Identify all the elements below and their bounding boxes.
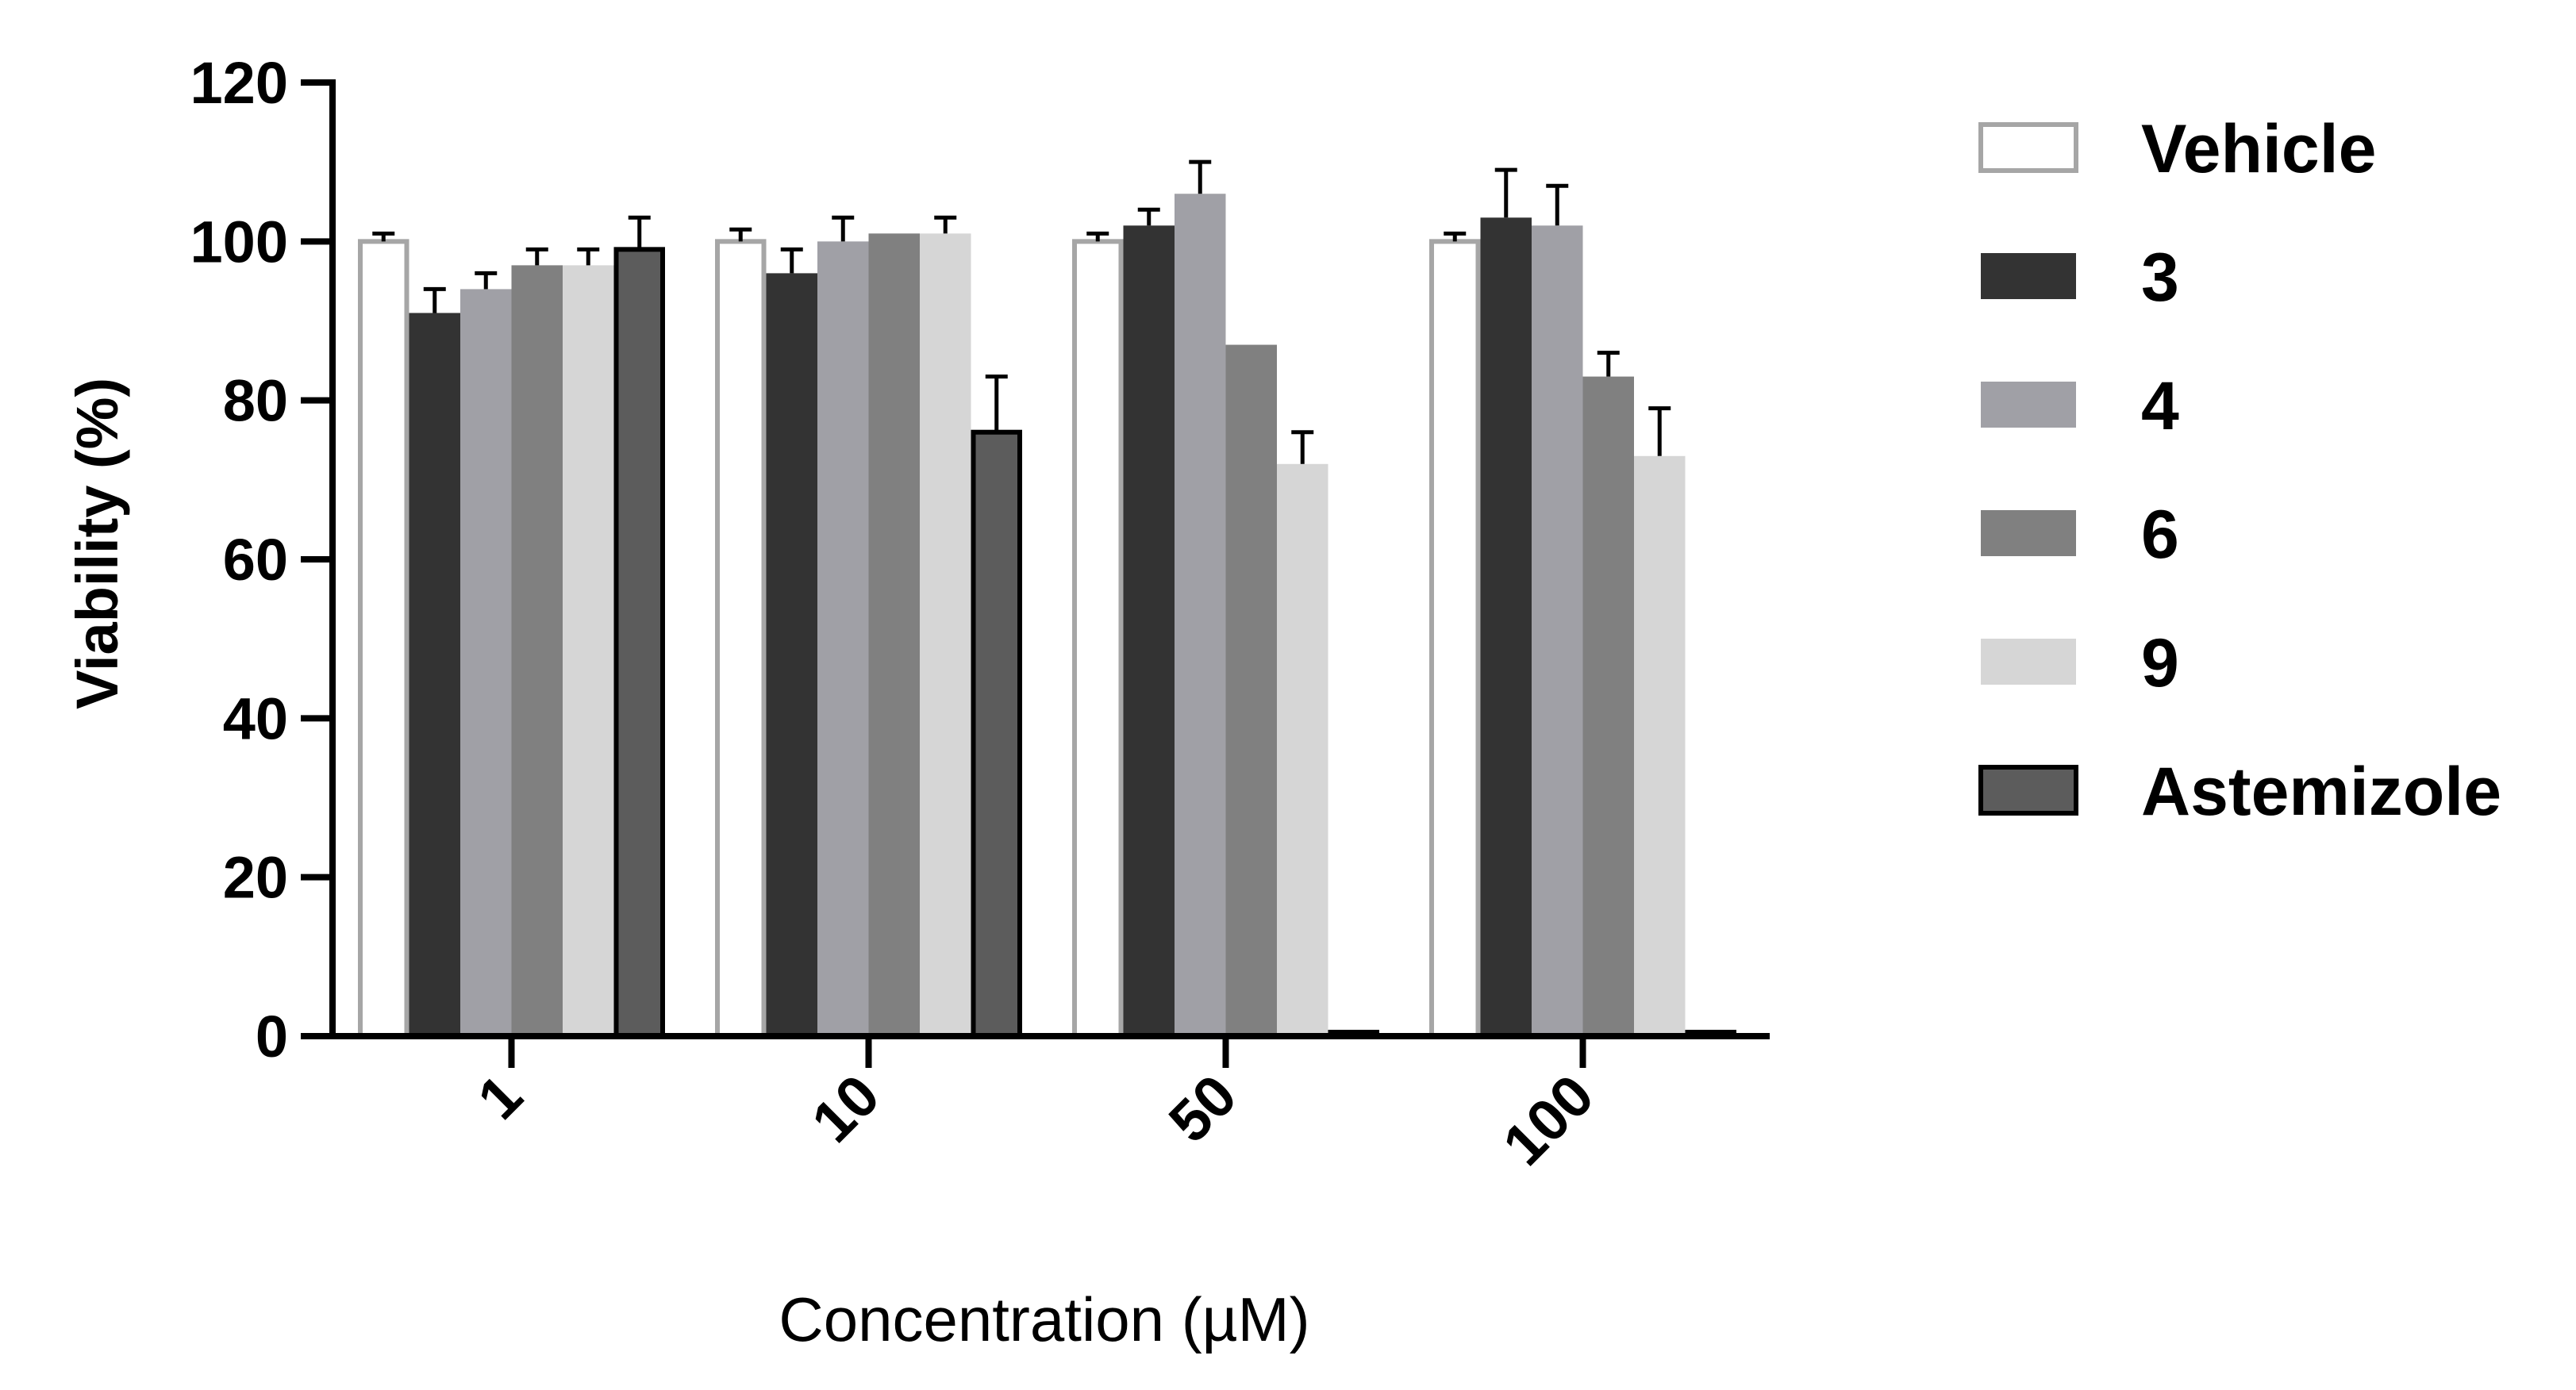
y-tick-label-20: 20 [223, 845, 288, 911]
bar-vehicle-1 [358, 239, 409, 1039]
bar-3-100 [1480, 217, 1532, 1036]
legend-swatch-6 [1981, 510, 2076, 556]
bar-6-10 [868, 233, 920, 1037]
error-bar-astemizole-10 [985, 374, 1008, 432]
error-bar-9-1 [577, 247, 600, 266]
x-tick-label-100: 100 [1490, 1062, 1606, 1178]
bar-3-50 [1123, 225, 1175, 1036]
bar-3-1 [409, 313, 460, 1036]
error-bar-vehicle-10 [729, 227, 752, 242]
bar-4-100 [1532, 225, 1583, 1036]
error-bar-3-50 [1137, 207, 1160, 226]
error-bar-4-100 [1546, 183, 1569, 226]
error-bar-9-50 [1291, 430, 1314, 464]
legend-item-3: 3 [1981, 240, 2179, 316]
y-tick-label-100: 100 [190, 209, 288, 275]
bar-9-1 [563, 265, 614, 1037]
error-bar-4-50 [1189, 159, 1212, 194]
error-bar-3-10 [780, 247, 803, 274]
legend-item-9: 9 [1981, 625, 2179, 701]
error-bar-astemizole-1 [628, 215, 651, 250]
bar-4-1 [460, 289, 512, 1036]
legend-label-astemizole: Astemizole [2141, 754, 2501, 830]
legend-item-astemizole: Astemizole [1978, 754, 2501, 830]
legend-swatch-4 [1981, 382, 2076, 428]
legend-swatch-astemizole [1978, 765, 2078, 816]
legend-swatch-3 [1981, 253, 2076, 299]
y-axis-title: Viability (%) [64, 378, 130, 709]
bar-9-50 [1277, 463, 1328, 1036]
x-tick-label-50: 50 [1156, 1062, 1249, 1155]
y-tick-label-120: 120 [190, 50, 288, 116]
legend-label-6: 6 [2141, 497, 2179, 573]
error-bar-vehicle-100 [1444, 231, 1467, 242]
y-tick-label-0: 0 [256, 1004, 288, 1069]
bar-astemizole-1 [613, 247, 665, 1039]
legend-label-9: 9 [2141, 625, 2179, 701]
legend-swatch-vehicle [1978, 122, 2078, 173]
error-bar-4-1 [475, 271, 498, 290]
bar-astemizole-10 [971, 429, 1022, 1039]
error-bar-4-10 [832, 215, 855, 242]
y-tick-label-40: 40 [223, 685, 288, 751]
bar-4-10 [817, 241, 869, 1036]
bar-6-100 [1582, 376, 1634, 1036]
bar-6-1 [511, 265, 563, 1037]
legend-item-vehicle: Vehicle [1978, 111, 2376, 187]
error-bar-9-10 [934, 215, 957, 234]
x-tick-label-10: 10 [799, 1062, 892, 1155]
bar-9-10 [920, 233, 971, 1037]
y-tick-label-80: 80 [223, 368, 288, 434]
error-bar-3-1 [423, 286, 446, 313]
legend-label-3: 3 [2141, 240, 2179, 316]
error-bar-3-100 [1494, 167, 1517, 218]
axes: 0 20 40 60 80 100 120 1 10 50 100 [190, 50, 1770, 1178]
bar-6-50 [1225, 344, 1277, 1036]
legend: Vehicle 3 4 6 9 Astemizole [1978, 111, 2501, 830]
x-tick-label-1: 1 [465, 1062, 535, 1132]
error-bar-vehicle-1 [372, 231, 395, 242]
error-bar-vehicle-50 [1086, 231, 1109, 242]
error-bar-6-1 [525, 247, 548, 266]
y-tick-label-60: 60 [223, 527, 288, 593]
error-bars-layer [372, 159, 1671, 464]
legend-item-6: 6 [1981, 497, 2179, 573]
bar-3-10 [766, 273, 817, 1036]
error-bar-6-100 [1597, 351, 1620, 377]
error-bar-9-100 [1648, 406, 1671, 456]
bar-vehicle-100 [1429, 239, 1481, 1039]
bar-4-50 [1175, 194, 1226, 1036]
legend-label-4: 4 [2141, 368, 2179, 444]
legend-swatch-9 [1981, 639, 2076, 685]
bar-9-100 [1634, 455, 1686, 1036]
x-axis-title: Concentration (µM) [779, 1284, 1309, 1354]
legend-label-vehicle: Vehicle [2141, 111, 2376, 187]
legend-item-4: 4 [1981, 368, 2179, 444]
bar-vehicle-50 [1072, 239, 1124, 1039]
bars-layer [358, 194, 1736, 1039]
bar-vehicle-10 [715, 239, 767, 1039]
